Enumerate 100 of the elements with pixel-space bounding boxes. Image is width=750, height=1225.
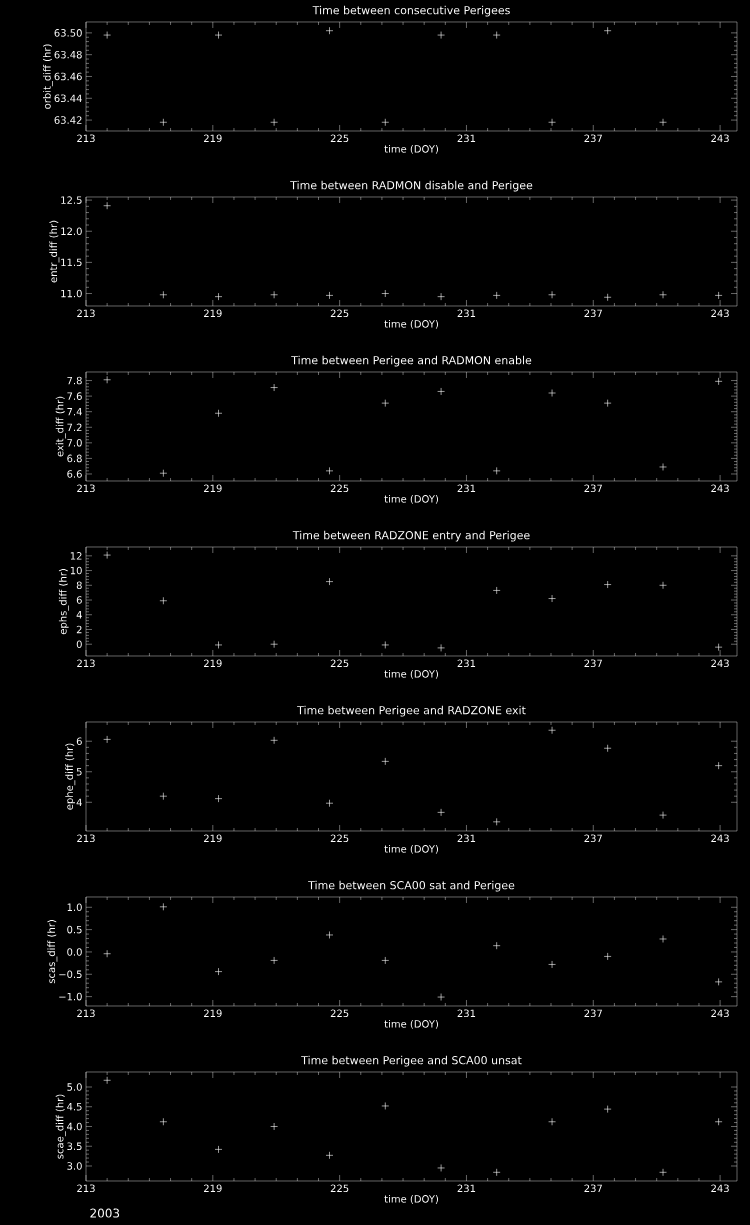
- x-tick-label: 237: [584, 134, 602, 143]
- point: [325, 1151, 334, 1160]
- y-tick-label: 7.2: [67, 423, 82, 431]
- chart-title: Time between SCA00 sat and Perigee: [308, 880, 515, 892]
- x-tick-label: 225: [330, 484, 349, 493]
- point: [270, 956, 278, 965]
- x-tick-label: 225: [330, 834, 349, 843]
- y-tick-label: 7.8: [67, 376, 82, 385]
- x-tick-label: 219: [204, 659, 222, 668]
- point: [325, 577, 334, 586]
- x-tick-label: 237: [584, 834, 602, 843]
- y-tick-label: −0.5: [59, 970, 82, 979]
- y-tick-label: 63.46: [54, 72, 82, 81]
- x-tick-label: 213: [77, 659, 95, 668]
- x-tick-label: 237: [584, 1009, 602, 1018]
- x-axis-title: time (DOY): [384, 319, 438, 329]
- point: [381, 956, 390, 965]
- point: [492, 941, 501, 950]
- point: [214, 1145, 223, 1154]
- point: [437, 808, 445, 817]
- point: [437, 31, 445, 39]
- point: [492, 467, 501, 475]
- y-tick-label: 5.0: [67, 1083, 82, 1091]
- y-tick-label: 63.42: [54, 116, 82, 124]
- point: [159, 1117, 168, 1126]
- point: [714, 291, 723, 300]
- y-tick-label: 10: [70, 566, 82, 575]
- x-tick-label: 237: [584, 484, 602, 493]
- point: [603, 26, 612, 35]
- y-tick-label: 6.8: [67, 454, 82, 463]
- y-axis-title: orbit_diff (hr): [43, 44, 53, 109]
- y-tick-label: 4.5: [67, 1103, 82, 1111]
- point: [159, 792, 168, 800]
- point: [214, 31, 223, 39]
- chart-title: Time between RADMON disable and Perigee: [290, 180, 533, 192]
- point: [437, 644, 445, 652]
- point: [714, 761, 723, 770]
- point: [325, 291, 334, 300]
- y-axis-title: ephe_diff (hr): [65, 743, 76, 810]
- y-axis-title: ephs_diff (hr): [58, 569, 69, 635]
- y-axis-title: scae_diff (hr): [55, 1094, 66, 1159]
- point: [659, 935, 667, 943]
- point: [659, 118, 667, 127]
- point: [492, 586, 501, 595]
- point: [548, 1117, 556, 1126]
- y-tick-label: 7.6: [67, 392, 82, 400]
- point: [548, 290, 556, 299]
- x-tick-label: 219: [204, 1009, 222, 1018]
- point: [603, 1105, 612, 1113]
- y-tick-label: 4: [76, 798, 82, 806]
- x-tick-label: 237: [584, 309, 602, 318]
- y-tick-label: 12.5: [61, 196, 82, 204]
- point: [437, 993, 445, 1001]
- x-tick-label: 213: [77, 309, 95, 318]
- x-tick-label: 225: [330, 659, 349, 668]
- x-tick-label: 225: [330, 134, 349, 143]
- y-tick-label: 4.0: [67, 1122, 82, 1131]
- point: [270, 290, 278, 299]
- y-tick-label: 63.48: [54, 50, 82, 59]
- x-tick-label: 213: [77, 1184, 95, 1193]
- x-tick-label: 225: [330, 1184, 349, 1193]
- chart-title: Time between Perigee and SCA00 unsat: [301, 1055, 522, 1067]
- point: [548, 726, 556, 735]
- point: [214, 409, 223, 418]
- point: [381, 1102, 390, 1110]
- x-tick-label: 231: [457, 1184, 476, 1193]
- x-tick-label: 243: [711, 134, 729, 143]
- y-tick-label: 7.4: [67, 408, 82, 416]
- point: [270, 736, 278, 745]
- x-tick-label: 243: [711, 834, 729, 843]
- point: [492, 818, 501, 826]
- x-tick-label: 213: [77, 1009, 95, 1018]
- y-tick-label: 6: [76, 596, 82, 604]
- y-tick-label: 4: [76, 611, 82, 619]
- y-tick-label: 1.0: [67, 903, 82, 912]
- y-tick-label: 8: [76, 581, 82, 590]
- x-axis-title: time (DOY): [384, 1019, 438, 1029]
- x-tick-label: 225: [330, 1009, 349, 1018]
- y-axis-title: exit_diff (hr): [55, 396, 66, 457]
- point: [492, 291, 501, 300]
- y-tick-label: 6: [76, 737, 82, 746]
- point: [548, 960, 556, 969]
- point: [325, 467, 334, 475]
- x-tick-label: 231: [457, 484, 476, 493]
- point: [659, 581, 667, 590]
- x-tick-label: 231: [457, 309, 476, 318]
- point: [492, 1168, 501, 1177]
- x-tick-label: 231: [457, 834, 476, 843]
- x-tick-label: 237: [584, 659, 602, 668]
- y-tick-label: 0: [76, 640, 82, 648]
- point: [103, 949, 111, 958]
- y-tick-label: 63.50: [54, 29, 82, 37]
- point: [603, 399, 612, 407]
- x-tick-label: 219: [204, 309, 222, 318]
- point: [659, 463, 667, 471]
- x-axis-title: time (DOY): [384, 844, 438, 854]
- point: [548, 594, 556, 603]
- x-tick-label: 219: [204, 834, 222, 843]
- point: [270, 1122, 278, 1131]
- x-axis-title: time (DOY): [384, 1194, 438, 1204]
